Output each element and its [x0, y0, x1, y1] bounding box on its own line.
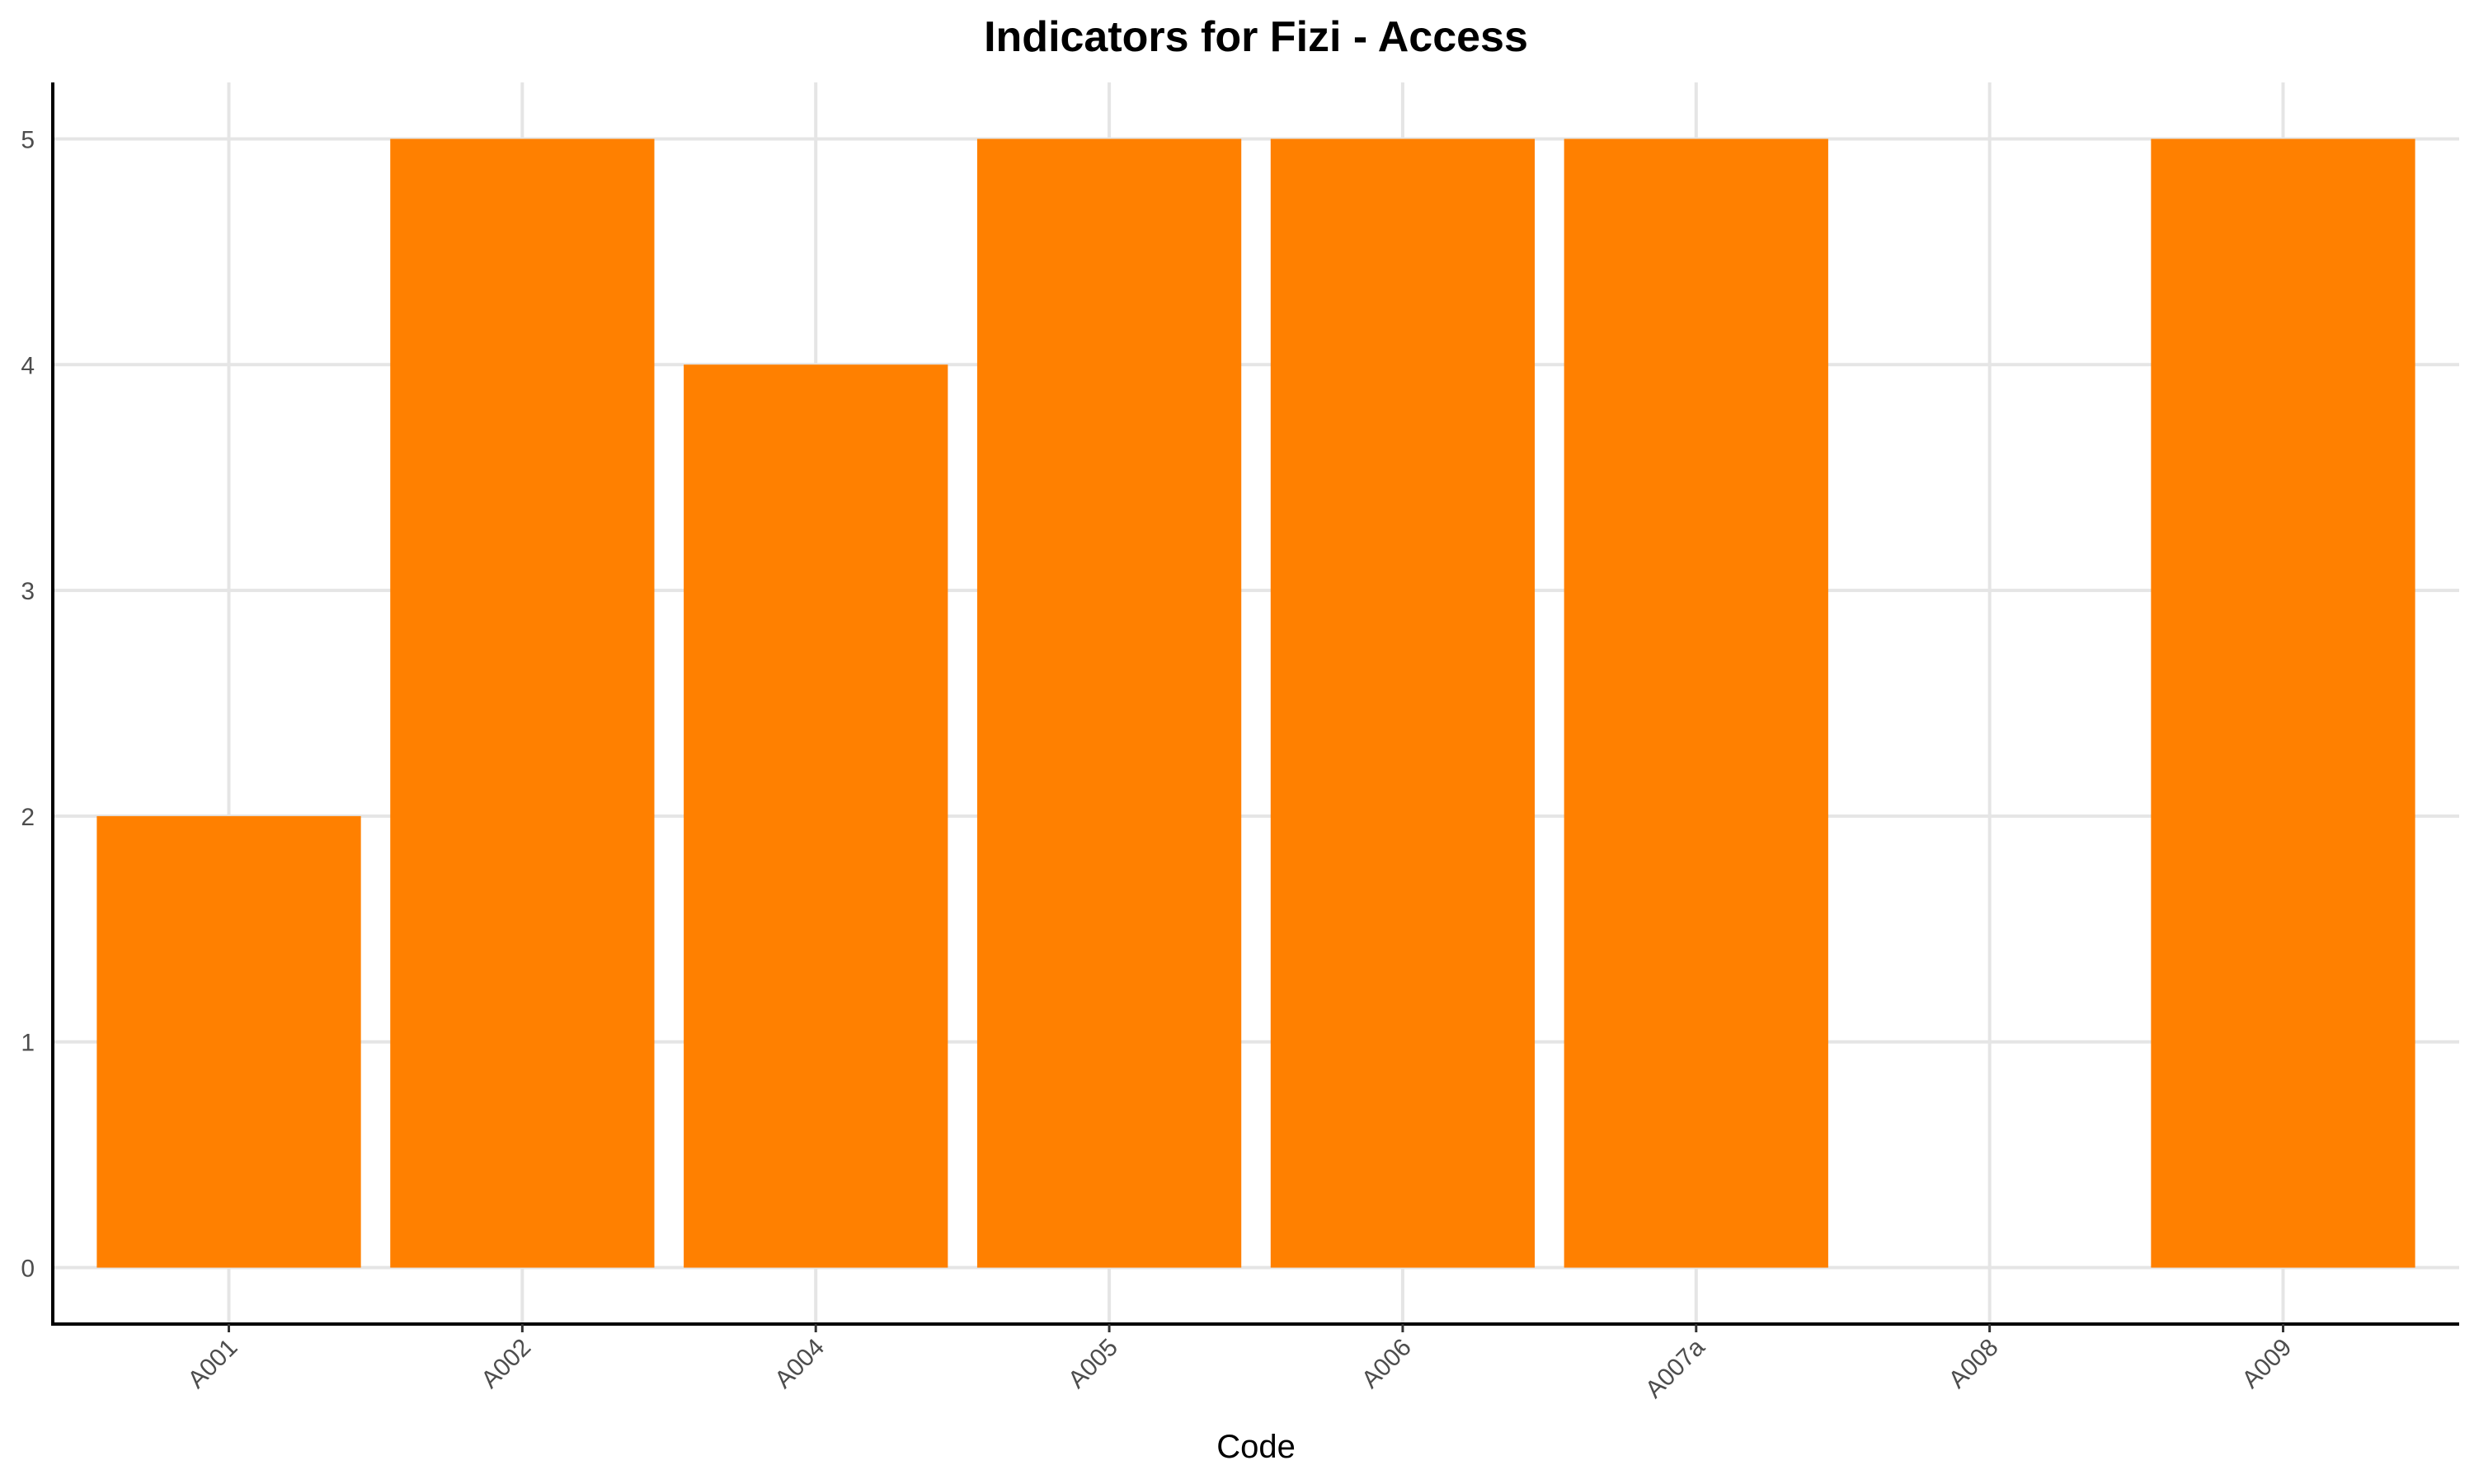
y-tick-label: 2	[21, 804, 35, 831]
x-axis-title: Code	[1216, 1429, 1296, 1465]
bar-A004	[684, 364, 948, 1268]
axis-layer	[51, 82, 2459, 1332]
bar-A006	[1270, 139, 1536, 1268]
chart-title: Indicators for Fizi - Access	[984, 13, 1528, 61]
bar-A005	[976, 139, 1242, 1268]
y-tick-label: 3	[21, 578, 35, 605]
bar-A007a	[1564, 139, 1828, 1268]
x-tick-label-A007a: A007a	[1640, 1333, 1710, 1403]
x-tick-label-A008: A008	[1944, 1334, 2004, 1394]
y-tick-label: 4	[21, 352, 35, 379]
bar-A001	[96, 815, 361, 1268]
x-tick-label-A005: A005	[1063, 1334, 1123, 1394]
y-tick-label: 5	[21, 126, 35, 153]
x-tick-label-A001: A001	[183, 1334, 243, 1394]
x-tick-label-A009: A009	[2237, 1334, 2298, 1394]
y-tick-label: 1	[21, 1030, 35, 1057]
x-tick-label-A002: A002	[476, 1334, 536, 1394]
bar-A002	[390, 139, 655, 1268]
y-tick-label: 0	[21, 1256, 35, 1283]
bar-layer	[96, 139, 2415, 1268]
x-tick-label-A006: A006	[1357, 1334, 1417, 1394]
bar-A009	[2151, 139, 2415, 1268]
x-tick-label-A004: A004	[769, 1334, 830, 1394]
